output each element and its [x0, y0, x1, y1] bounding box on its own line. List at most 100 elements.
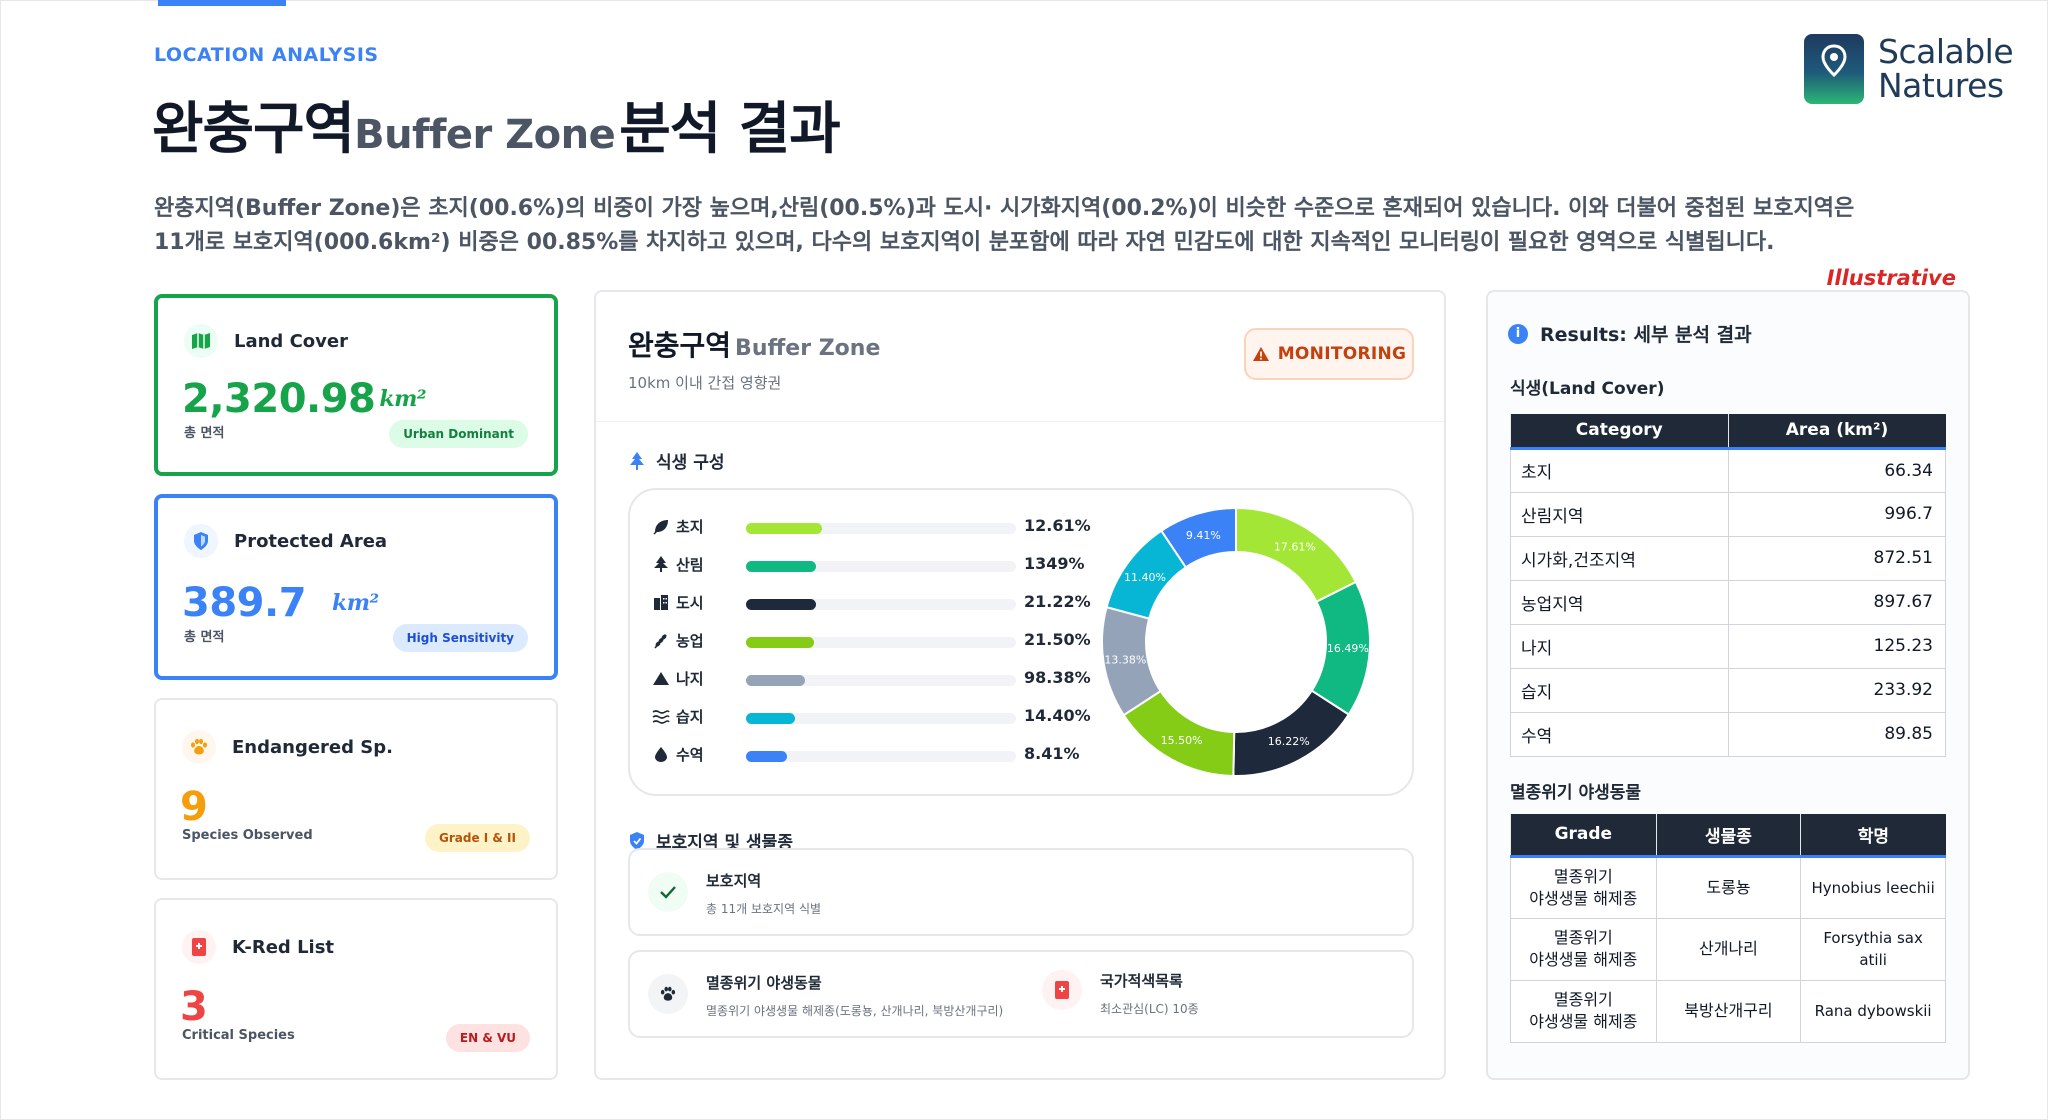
- bar-row: 농업 21.50%: [650, 628, 1091, 652]
- species-name-cell: 산개나리: [1655, 917, 1802, 981]
- column-header: Area (km²): [1727, 414, 1946, 450]
- panel-title-ko: 완충구역: [628, 329, 732, 362]
- endangered-species-card[interactable]: Endangered Sp. 9 Species Observed Grade …: [154, 698, 558, 880]
- table-row: 수역 89.85: [1510, 711, 1947, 757]
- species-box[interactable]: 멸종위기 야생동물 멸종위기 야생생물 해제종(도롱뇽, 산개나리, 북방산개구…: [628, 950, 1414, 1038]
- brand-name-line2: Natures: [1878, 66, 2004, 105]
- grade-line: 야생생물 해제종: [1529, 888, 1638, 908]
- species-name-cell: 도롱뇽: [1655, 855, 1802, 919]
- protected-box-title: 보호지역: [706, 872, 762, 890]
- bar: [746, 675, 806, 686]
- sci-line: Hynobius leechii: [1811, 878, 1935, 897]
- table-row: 시가화,건조지역 872.51: [1510, 535, 1947, 581]
- land-cover-table: Category Area (km²) 초지 66.34 산림지역 996.7 시가화,…: [1510, 414, 1947, 757]
- status-badge: High Sensitivity: [392, 624, 528, 652]
- eyebrow-label: LOCATION ANALYSIS: [154, 44, 379, 66]
- sci-line: Rana dybowskii: [1814, 1002, 1932, 1020]
- table-row: 초지 66.34: [1510, 447, 1947, 493]
- paw-icon: [182, 730, 216, 764]
- bar-value-label: 12.61%: [1024, 516, 1091, 535]
- species-subtitle: 멸종위기 야생동물: [1510, 783, 1642, 803]
- bar-category-label: 초지: [676, 517, 704, 536]
- bar-value-label: 1349%: [1024, 554, 1085, 573]
- protected-area-box[interactable]: 보호지역 총 11개 보호지역 식별: [628, 848, 1414, 936]
- bar-row: 도시 21.22%: [650, 590, 1091, 614]
- table-row: 농업지역 897.67: [1510, 579, 1947, 625]
- red-list-card[interactable]: K-Red List 3 Critical Species EN & VU: [154, 898, 558, 1080]
- donut-chart: 17.61% 16.49% 16.22% 15.50% 13.38% 11.40% 9.41…: [1101, 506, 1371, 777]
- card-value: 2,320.98 km²: [182, 376, 427, 422]
- droplet-icon: [650, 745, 672, 763]
- value-number: 389.7: [182, 580, 307, 626]
- bar-category-label: 산림: [676, 555, 704, 574]
- area-cell: 125.23: [1727, 623, 1947, 669]
- waves-icon: [650, 707, 672, 725]
- bar: [746, 599, 817, 610]
- category-cell: 농업지역: [1510, 579, 1729, 625]
- results-title: Results: 세부 분석 결과: [1540, 324, 1752, 346]
- land-cover-card[interactable]: Land Cover 2,320.98 km² 총 면적 Urban Domina…: [154, 294, 558, 476]
- illustrative-label: Illustrative: [1826, 266, 1956, 290]
- paw-icon: [648, 974, 688, 1014]
- monitoring-badge[interactable]: MONITORING: [1244, 328, 1414, 380]
- card-value: 3: [180, 984, 208, 1030]
- shield-icon: [184, 524, 218, 558]
- table-row: 멸종위기 야생생물 해제종 북방산개구리 Rana dybowskii: [1510, 979, 1946, 1043]
- card-sub: Critical Species: [182, 1028, 295, 1043]
- wheat-icon: [650, 631, 672, 649]
- bar-value-label: 14.40%: [1024, 706, 1091, 725]
- bar-value-label: 8.41%: [1024, 744, 1080, 763]
- results-panel: i Results: 세부 분석 결과 식생(Land Cover) Categ…: [1486, 290, 1970, 1080]
- card-header: K-Red List: [182, 930, 334, 964]
- area-cell: 897.67: [1727, 579, 1947, 625]
- building-icon: [650, 593, 672, 611]
- title-english: Buffer Zone: [354, 112, 616, 158]
- panel-subtitle: 10km 이내 간접 영향권: [628, 374, 782, 392]
- donut-slice-label: 16.49%: [1327, 642, 1369, 655]
- area-cell: 66.34: [1727, 447, 1947, 493]
- results-header: i Results: 세부 분석 결과: [1508, 320, 1752, 347]
- protected-area-card[interactable]: Protected Area 389.7 km² 총 면적 High Sensit…: [154, 494, 558, 680]
- bar: [746, 637, 814, 648]
- card-value: 389.7 km²: [182, 580, 379, 626]
- column-header: Grade: [1510, 814, 1657, 858]
- category-cell: 산림지역: [1510, 491, 1729, 537]
- table-row: 습지 233.92: [1510, 667, 1947, 713]
- category-cell: 수역: [1510, 711, 1729, 757]
- grade-line: 야생생물 해제종: [1529, 1012, 1638, 1031]
- bar-value-label: 21.50%: [1024, 630, 1091, 649]
- area-cell: 872.51: [1727, 535, 1947, 581]
- donut-slice-label: 16.22%: [1268, 735, 1310, 748]
- summary-line-1: 완충지역(Buffer Zone)은 초지(00.6%)의 비중이 가장 높으며…: [154, 196, 1855, 221]
- value-number: 2,320.98: [182, 376, 376, 422]
- bar-row: 습지 14.40%: [650, 704, 1091, 728]
- brand-logo: Scalable Natures: [1804, 32, 2014, 105]
- bar-category-label: 농업: [676, 631, 704, 650]
- land-cover-subtitle: 식생(Land Cover): [1510, 379, 1665, 399]
- panel-header: 완충구역 Buffer Zone 10km 이내 간접 영향권 MONITORIN…: [596, 292, 1444, 422]
- grade-line: 멸종위기: [1553, 990, 1613, 1009]
- brand-name: Scalable Natures: [1878, 32, 2014, 105]
- bar-track: [746, 561, 1016, 572]
- status-badge: Grade I & II: [425, 824, 530, 852]
- sci-line: Forsythia sax: [1823, 929, 1923, 947]
- panel-title-en: Buffer Zone: [735, 336, 881, 361]
- bar: [746, 561, 817, 572]
- summary-text: 완충지역(Buffer Zone)은 초지(00.6%)의 비중이 가장 높으며…: [154, 192, 1954, 260]
- bar-value-label: 98.38%: [1024, 668, 1091, 687]
- protected-box-sub: 총 11개 보호지역 식별: [706, 902, 822, 916]
- card-header: Endangered Sp.: [182, 730, 393, 764]
- bar-track: [746, 751, 1016, 762]
- bar-row: 수역 8.41%: [650, 742, 1080, 766]
- card-value: 9: [180, 784, 208, 830]
- bar-category-label: 습지: [676, 707, 704, 726]
- wildlife-title: 멸종위기 야생동물: [706, 974, 822, 992]
- map-pin-icon: [1804, 34, 1864, 104]
- card-sub: 총 면적: [184, 630, 225, 645]
- donut-slice-label: 11.40%: [1124, 571, 1166, 584]
- brand-name-line1: Scalable: [1878, 32, 2014, 71]
- species-table: Grade 생물종 학명 멸종위기 야생생물 해제종 도롱뇽 Hynobius lee…: [1510, 814, 1946, 1043]
- table-row: 멸종위기 야생생물 해제종 도롱뇽 Hynobius leechii: [1510, 855, 1946, 919]
- category-cell: 초지: [1510, 447, 1729, 493]
- monitoring-label: MONITORING: [1277, 344, 1407, 364]
